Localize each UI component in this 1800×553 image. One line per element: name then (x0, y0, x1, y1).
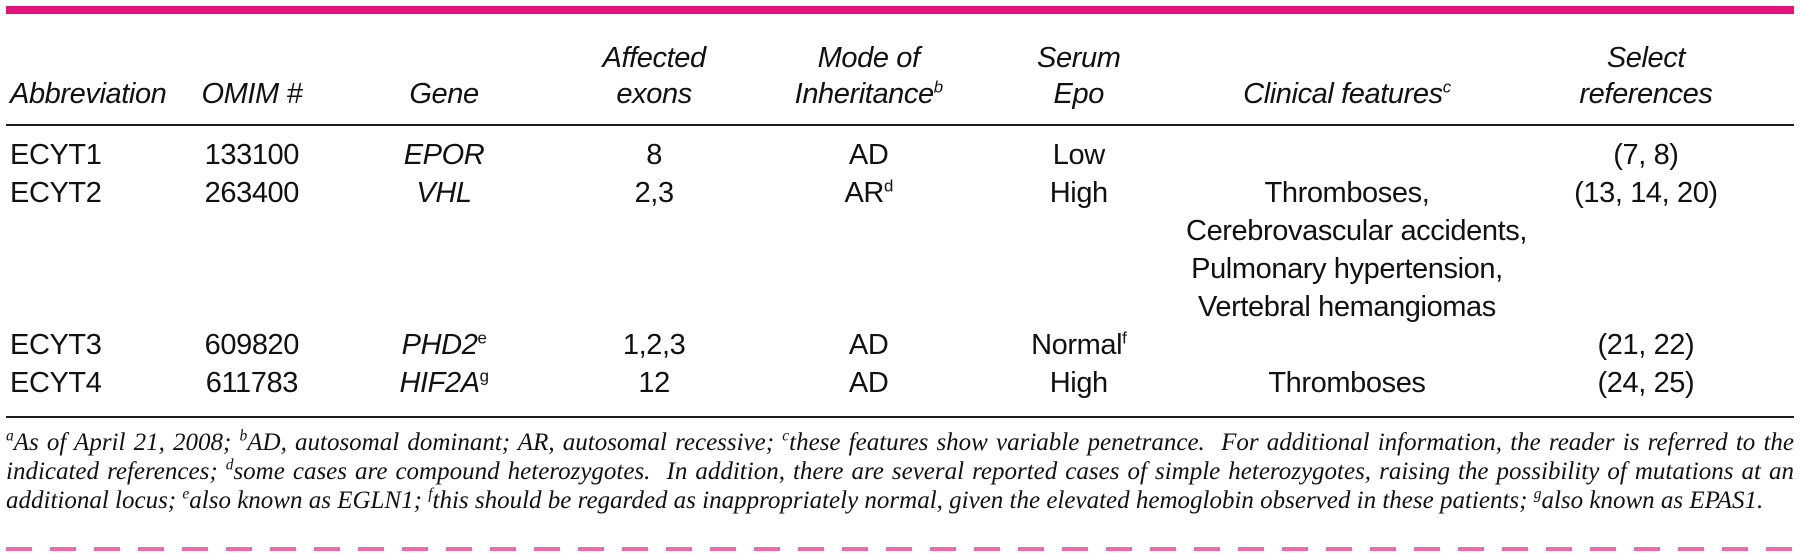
footnote-marker: c (782, 427, 790, 445)
header-line1: Affected (602, 42, 707, 74)
header-line1: Select (1606, 42, 1686, 74)
cell-inheritance: AD (848, 139, 889, 171)
top-accent-rule (6, 6, 1794, 14)
clinical-feature-line: Thromboses (1268, 367, 1426, 399)
clinical-feature-line: Pulmonary hypertension, (1191, 253, 1503, 285)
col-header-mode-of-inheritance: Mode of Inheritanceb (765, 14, 972, 126)
cell-serum-epo: High (1049, 177, 1108, 209)
cell-gene: HIF2Ag (345, 364, 543, 418)
cell-references: (24, 25) (1507, 364, 1794, 418)
cell-gene: PHD2e (401, 328, 487, 361)
ecyt-genetics-table: Abbreviation OMIM # Gene Affected exons … (6, 14, 1794, 418)
header-superscript: c (1442, 77, 1451, 97)
cell-affected-exons: 1,2,3 (622, 329, 686, 361)
cell-gene: EPOR (403, 139, 485, 171)
header-line2: Abbreviation (10, 78, 167, 110)
footnote-text: As of April 21, 2008; (13, 429, 240, 456)
footnote-text: also known as EGLN1; (189, 487, 429, 514)
table-row: ECYT2 263400 VHL 2,3 ARd High Thromboses… (6, 174, 1794, 326)
col-header-abbreviation: Abbreviation (6, 14, 167, 126)
col-header-gene: Gene (345, 14, 543, 126)
cell-omim: 611783 (157, 364, 346, 418)
cell-serum-epo: Normalf (1031, 328, 1127, 361)
cell-abbreviation: ECYT1 (10, 139, 102, 171)
clinical-feature-list: Thromboses (1186, 364, 1508, 402)
header-line2: Clinical featuresc (1243, 77, 1451, 110)
cell-affected-exons: 8 (646, 139, 662, 171)
header-line2: exons (616, 78, 692, 110)
footnote-text: some cases are compound heterozygotes. I… (6, 458, 1800, 514)
footnote-text: also known as EPAS1. (1541, 487, 1764, 514)
cell-inheritance: AD (848, 329, 889, 361)
bottom-accent-dashed-rule (6, 547, 1794, 551)
footnote-marker: d (225, 456, 234, 474)
cell-affected-exons: 12 (542, 364, 766, 418)
table-row: ECYT3 609820 PHD2e 1,2,3 AD Normalf (21,… (6, 326, 1794, 364)
header-line2: references (1579, 78, 1713, 110)
footnote-text: AD, autosomal dominant; AR, autosomal re… (247, 429, 783, 456)
table-footnote: aAs of April 21, 2008; bAD, autosomal do… (6, 428, 1794, 515)
footnote-marker: b (239, 427, 248, 445)
cell-references: (21, 22) (1597, 329, 1695, 361)
clinical-feature-line: Cerebrovascular accidents, (1186, 215, 1528, 247)
cell-affected-exons: 2,3 (634, 177, 675, 209)
cell-omim: 133100 (204, 139, 300, 171)
inheritance-superscript: d (883, 176, 893, 196)
col-header-select-references: Select references (1507, 14, 1794, 126)
serum-epo-superscript: f (1122, 328, 1127, 348)
cell-gene: VHL (416, 177, 472, 209)
footnote-text: this should be regarded as inappropriate… (432, 487, 1534, 514)
header-line2: Epo (1053, 78, 1105, 110)
cell-abbreviation: ECYT3 (10, 329, 102, 361)
header-superscript: b (933, 77, 943, 97)
table-row: ECYT4 611783 HIF2Ag 12 AD High Thrombose… (6, 364, 1794, 418)
cell-abbreviation: ECYT2 (10, 177, 102, 209)
header-line1: Mode of (817, 42, 920, 74)
cell-abbreviation: ECYT4 (6, 364, 158, 418)
cell-omim: 263400 (204, 177, 300, 209)
col-header-serum-epo: Serum Epo (971, 14, 1187, 126)
col-header-affected-exons: Affected exons (542, 14, 766, 126)
cell-clinical-features: Thromboses (1186, 364, 1508, 418)
header-line2: OMIM # (201, 78, 303, 110)
cell-clinical-features (1186, 125, 1508, 174)
cell-clinical-features (1186, 326, 1508, 364)
cell-inheritance: ARd (844, 176, 893, 209)
gene-superscript: g (479, 366, 489, 386)
table-body: ECYT1 133100 EPOR 8 AD Low (7, 8) ECYT2 … (6, 125, 1794, 418)
col-header-omim: OMIM # (157, 14, 346, 126)
footnote-marker: a (6, 427, 14, 445)
cell-omim: 609820 (204, 329, 300, 361)
col-header-clinical-features: Clinical featuresc (1186, 14, 1508, 126)
gene-superscript: e (477, 328, 487, 348)
cell-serum-epo: High (971, 364, 1187, 418)
cell-inheritance: AD (765, 364, 972, 418)
clinical-feature-list: Thromboses, Cerebrovascular accidents, Pul… (1186, 174, 1528, 326)
clinical-feature-line: Thromboses, (1264, 177, 1430, 209)
footnote-marker: g (1533, 485, 1542, 503)
header-line1: Serum (1037, 42, 1121, 74)
footnote-marker: e (182, 485, 190, 503)
table-header: Abbreviation OMIM # Gene Affected exons … (6, 14, 1794, 126)
clinical-feature-line: Vertebral hemangiomas (1198, 291, 1496, 323)
cell-references: (7, 8) (1613, 139, 1679, 171)
cell-clinical-features: Thromboses, Cerebrovascular accidents, Pul… (1186, 174, 1528, 326)
footnote-text: these features show variable penetrance.… (6, 429, 1800, 485)
footnote-marker: f (428, 485, 433, 503)
header-row: Abbreviation OMIM # Gene Affected exons … (6, 14, 1794, 126)
header-line2: Inheritanceb (794, 77, 943, 110)
cell-serum-epo: Low (1052, 139, 1105, 171)
header-line2: Gene (409, 78, 479, 110)
table-row: ECYT1 133100 EPOR 8 AD Low (7, 8) (6, 125, 1794, 174)
cell-references: (13, 14, 20) (1574, 177, 1718, 209)
